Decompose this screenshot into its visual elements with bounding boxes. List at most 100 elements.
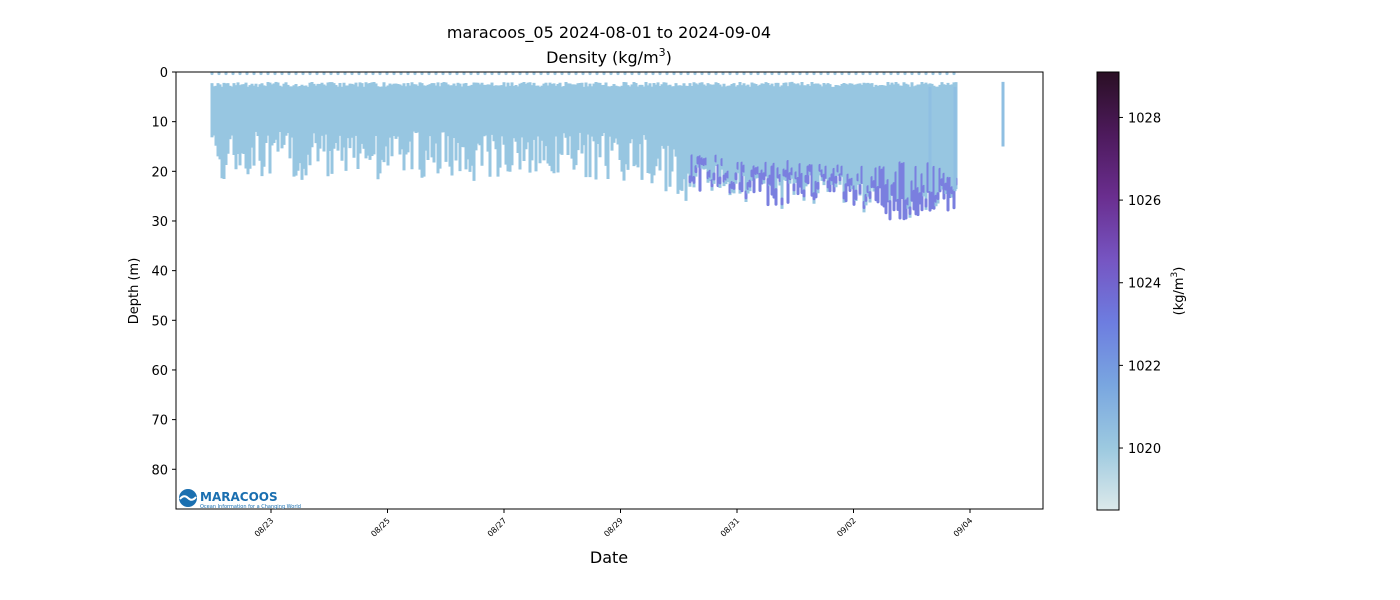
surface-point [840, 72, 844, 76]
surface-point [245, 72, 249, 76]
surface-point [644, 72, 648, 76]
surface-point [784, 72, 788, 76]
surface-point [462, 72, 466, 76]
surface-point [861, 72, 865, 76]
surface-point [854, 72, 858, 76]
y-tick-label: 20 [151, 165, 168, 180]
logo-tagline: Ocean Information for a Changing World [200, 504, 301, 510]
surface-point [294, 72, 298, 76]
surface-point [476, 72, 480, 76]
surface-point [700, 72, 704, 76]
surface-point [721, 72, 725, 76]
surface-point [791, 72, 795, 76]
surface-point [630, 72, 634, 76]
colorbar-tick-label: 1020 [1128, 442, 1161, 457]
surface-point [728, 72, 732, 76]
surface-point [896, 72, 900, 76]
surface-point [833, 72, 837, 76]
surface-point [448, 72, 452, 76]
y-axis-label: Depth (m) [127, 258, 142, 325]
y-axis: 0 10 20 30 40 50 60 70 80 [151, 66, 176, 478]
surface-point [602, 72, 606, 76]
surface-point [469, 72, 473, 76]
surface-point [903, 72, 907, 76]
x-tick-label: 09/02 [835, 516, 858, 539]
surface-point [511, 72, 515, 76]
surface-point [574, 72, 578, 76]
surface-point [385, 72, 389, 76]
logo-name: MARACOOS [200, 490, 278, 504]
y-tick-label: 60 [151, 364, 168, 379]
colorbar [1096, 71, 1120, 511]
surface-point [301, 72, 305, 76]
surface-point [770, 72, 774, 76]
surface-point [945, 72, 949, 76]
surface-point [392, 72, 396, 76]
surface-point [420, 72, 424, 76]
surface-point [224, 72, 228, 76]
surface-point [308, 72, 312, 76]
surface-point [525, 72, 529, 76]
surface-point [952, 72, 956, 76]
surface-point [623, 72, 627, 76]
surface-point [413, 72, 417, 76]
surface-point [546, 72, 550, 76]
y-tick-label: 10 [151, 116, 168, 131]
surface-point [658, 72, 662, 76]
surface-point [868, 72, 872, 76]
surface-point [616, 72, 620, 76]
surface-point [427, 72, 431, 76]
surface-point [252, 72, 256, 76]
surface-point [329, 72, 333, 76]
surface-point [749, 72, 753, 76]
surface-point [364, 72, 368, 76]
surface-point [637, 72, 641, 76]
surface-point [609, 72, 613, 76]
surface-point [231, 72, 235, 76]
surface-point [812, 72, 816, 76]
surface-point [910, 72, 914, 76]
surface-point [707, 72, 711, 76]
surface-point [826, 72, 830, 76]
surface-point [441, 72, 445, 76]
surface-point [266, 72, 270, 76]
y-tick-label: 40 [151, 265, 168, 280]
plot-frame [175, 71, 1044, 510]
chart-subtitle: Density (kg/m3) [546, 46, 672, 67]
surface-point [777, 72, 781, 76]
y-tick-label: 50 [151, 314, 168, 329]
surface-point [553, 72, 557, 76]
surface-point [560, 72, 564, 76]
colorbar-tick-label: 1028 [1128, 111, 1161, 126]
surface-point [280, 72, 284, 76]
surface-point [539, 72, 543, 76]
surface-point [287, 72, 291, 76]
colorbar-tick-label: 1026 [1128, 194, 1161, 209]
surface-point [805, 72, 809, 76]
surface-point [672, 72, 676, 76]
surface-point [350, 72, 354, 76]
surface-point [819, 72, 823, 76]
x-tick-label: 08/29 [602, 516, 625, 539]
y-tick-label: 30 [151, 215, 168, 230]
surface-point [210, 72, 214, 76]
colorbar-ticks: 1020 1022 1024 1026 1028 [1119, 111, 1161, 457]
colorbar-label: (kg/m3) [1170, 267, 1187, 316]
surface-point [483, 72, 487, 76]
surface-point [518, 72, 522, 76]
surface-point [490, 72, 494, 76]
surface-point [917, 72, 921, 76]
surface-point [532, 72, 536, 76]
surface-point [217, 72, 221, 76]
surface-point [931, 72, 935, 76]
surface-point [665, 72, 669, 76]
y-tick-label: 70 [151, 414, 168, 429]
surface-point [875, 72, 879, 76]
surface-point [315, 72, 319, 76]
surface-point [455, 72, 459, 76]
colorbar-tick-label: 1022 [1128, 359, 1161, 374]
surface-point [343, 72, 347, 76]
surface-point [588, 72, 592, 76]
surface-point [406, 72, 410, 76]
surface-point [686, 72, 690, 76]
